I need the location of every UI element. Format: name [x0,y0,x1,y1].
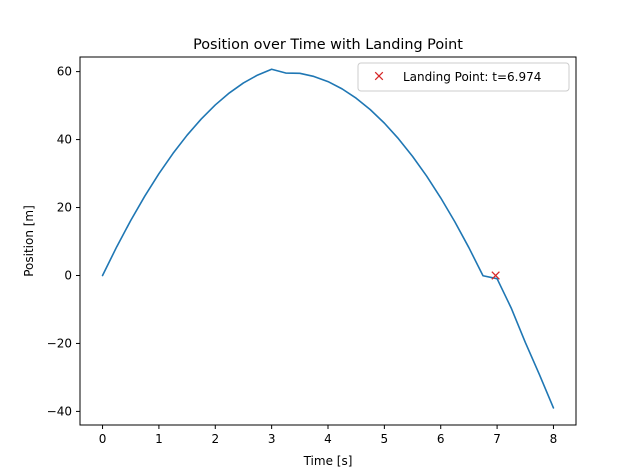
y-tick-label: −20 [47,336,72,350]
x-tick-label: 5 [381,432,389,446]
y-axis-label: Position [m] [22,205,36,277]
y-tick-label: 60 [57,65,72,79]
x-tick-label: 1 [155,432,163,446]
legend-label-landing-point: Landing Point: t=6.974 [403,70,541,84]
landing-point-marker [491,271,500,280]
legend-marker-landing-point [374,71,384,81]
x-tick-label: 6 [437,432,445,446]
plot-area [101,68,555,409]
legend-box [357,62,570,92]
axes-frame [79,56,577,426]
y-tick-label: 40 [57,133,72,147]
x-tick-label: 4 [324,432,332,446]
y-tick-label: −40 [47,404,72,418]
x-tick-label: 3 [268,432,276,446]
y-axis-ticks: −40 −20 0 20 40 60 [47,65,80,418]
x-axis-ticks: 0 1 2 3 4 5 6 7 8 [99,425,558,446]
x-axis-label: Time [s] [303,454,353,468]
x-tick-label: 2 [211,432,219,446]
x-tick-label: 0 [99,432,107,446]
x-tick-label: 8 [550,432,558,446]
chart-title: Position over Time with Landing Point [193,37,463,53]
series-line-0 [101,68,555,409]
x-tick-label: 7 [493,432,501,446]
y-tick-label: 0 [64,268,72,282]
legend: Landing Point: t=6.974 [357,62,570,92]
y-tick-label: 20 [57,201,72,215]
